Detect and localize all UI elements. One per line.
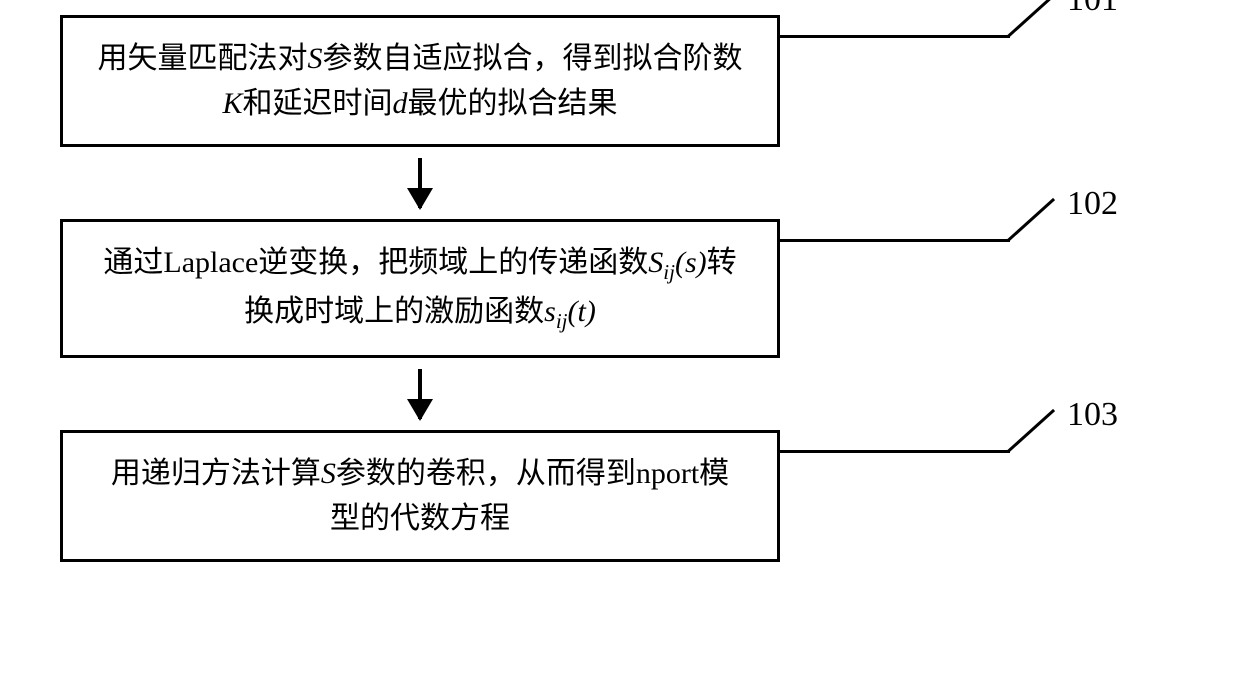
label-103: 103	[1067, 396, 1118, 434]
text-101-l2-a: 和延迟时间	[243, 87, 393, 120]
label-line-102	[780, 239, 1010, 242]
step-text-101: 用矢量匹配法对S参数自适应拟合，得到拟合阶数 K和延迟时间d最优的拟合结果	[98, 36, 743, 126]
label-line-103	[780, 450, 1010, 453]
step-group-101: 用矢量匹配法对S参数自适应拟合，得到拟合阶数 K和延迟时间d最优的拟合结果 10…	[60, 15, 1180, 147]
step-group-103: 用递归方法计算S参数的卷积，从而得到nport模 型的代数方程 103	[60, 430, 1180, 562]
step-text-103: 用递归方法计算S参数的卷积，从而得到nport模 型的代数方程	[111, 451, 729, 541]
step-box-101: 用矢量匹配法对S参数自适应拟合，得到拟合阶数 K和延迟时间d最优的拟合结果	[60, 15, 780, 147]
arrow-container-2	[60, 358, 780, 430]
step-box-103: 用递归方法计算S参数的卷积，从而得到nport模 型的代数方程	[60, 430, 780, 562]
label-101: 101	[1067, 0, 1118, 19]
text-103-l1-b: 参数的卷积，从而得到nport模	[336, 457, 729, 490]
label-line-diag-102	[1007, 198, 1055, 242]
text-102-l1-f: S	[648, 246, 663, 279]
text-102-l2-a: 换成时域上的激励函数	[244, 295, 544, 328]
text-101-l2-i2: d	[393, 87, 408, 120]
label-102: 102	[1067, 185, 1118, 223]
arrow-container-1	[60, 147, 780, 219]
text-102-l2-s: ij	[556, 309, 568, 333]
step-group-102: 通过Laplace逆变换，把频域上的传递函数Sij(s)转 换成时域上的激励函数…	[60, 219, 1180, 358]
text-101-l2-i1: K	[222, 87, 242, 120]
text-102-l1-s: ij	[663, 260, 675, 284]
label-line-diag-101	[1007, 0, 1055, 38]
text-101-l2-b: 最优的拟合结果	[408, 87, 618, 120]
text-103-l1-i: S	[321, 457, 336, 490]
arrow-2	[418, 369, 422, 419]
text-102-l1-arg: (s)	[675, 246, 707, 279]
label-line-diag-103	[1007, 409, 1055, 453]
text-102-l1-a: 通过Laplace逆变换，把频域上的传递函数	[103, 246, 648, 279]
text-103-l1-a: 用递归方法计算	[111, 457, 321, 490]
text-102-l1-aft: 转	[707, 246, 737, 279]
text-103-l2: 型的代数方程	[330, 502, 510, 535]
text-101-l1-a: 用矢量匹配法对	[98, 42, 308, 75]
arrow-1	[418, 158, 422, 208]
label-line-101	[780, 35, 1010, 38]
text-102-l2-f: s	[544, 295, 556, 328]
flowchart-container: 用矢量匹配法对S参数自适应拟合，得到拟合阶数 K和延迟时间d最优的拟合结果 10…	[60, 15, 1180, 562]
text-101-l1-b: 参数自适应拟合，得到拟合阶数	[323, 42, 743, 75]
text-102-l2-arg: (t)	[568, 295, 596, 328]
step-box-102: 通过Laplace逆变换，把频域上的传递函数Sij(s)转 换成时域上的激励函数…	[60, 219, 780, 358]
step-text-102: 通过Laplace逆变换，把频域上的传递函数Sij(s)转 换成时域上的激励函数…	[103, 240, 736, 337]
text-101-l1-i1: S	[308, 42, 323, 75]
